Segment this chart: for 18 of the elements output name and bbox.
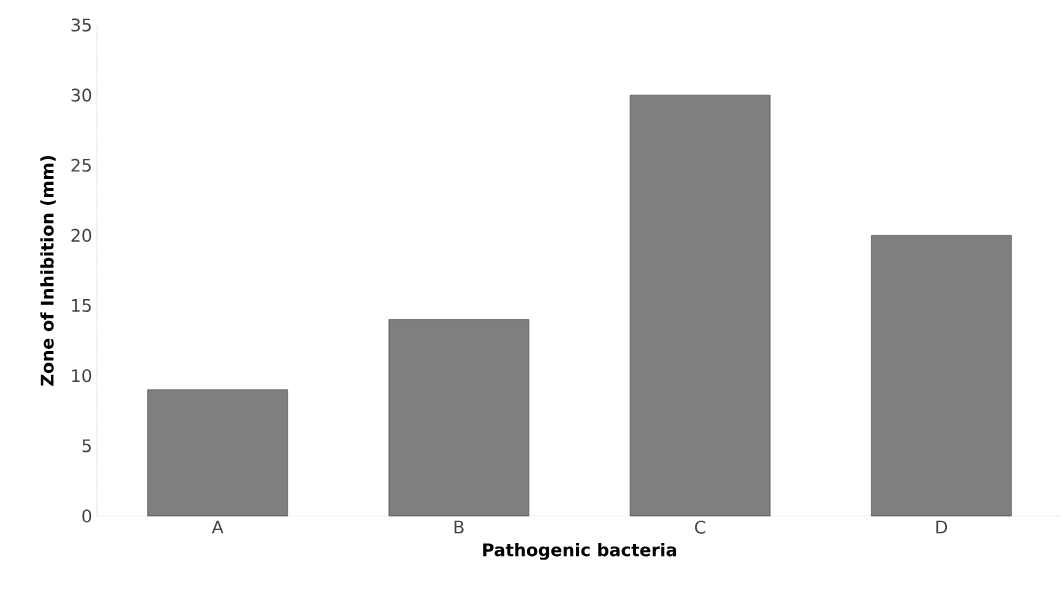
- x-tick-label: A: [211, 520, 224, 534]
- y-tick-label: 5: [82, 439, 91, 453]
- bar: [629, 94, 771, 517]
- y-tick-label: 25: [71, 158, 91, 172]
- bar: [388, 319, 530, 517]
- x-tick-label: C: [695, 520, 706, 534]
- bar: [147, 389, 288, 517]
- y-tick-label: 10: [72, 369, 92, 383]
- x-tick-label: D: [936, 520, 948, 534]
- y-axis-title: Zone of Inhibition (mm): [40, 155, 56, 386]
- bar: [871, 235, 1012, 517]
- x-axis-title: Pathogenic bacteria: [483, 542, 677, 560]
- y-tick-label: 0: [82, 509, 92, 523]
- y-tick-label: 15: [72, 299, 91, 312]
- y-tick-label: 35: [71, 18, 91, 32]
- y-tick-label: 30: [71, 88, 92, 102]
- x-tick-label: B: [454, 520, 464, 534]
- y-tick-label: 20: [71, 228, 92, 242]
